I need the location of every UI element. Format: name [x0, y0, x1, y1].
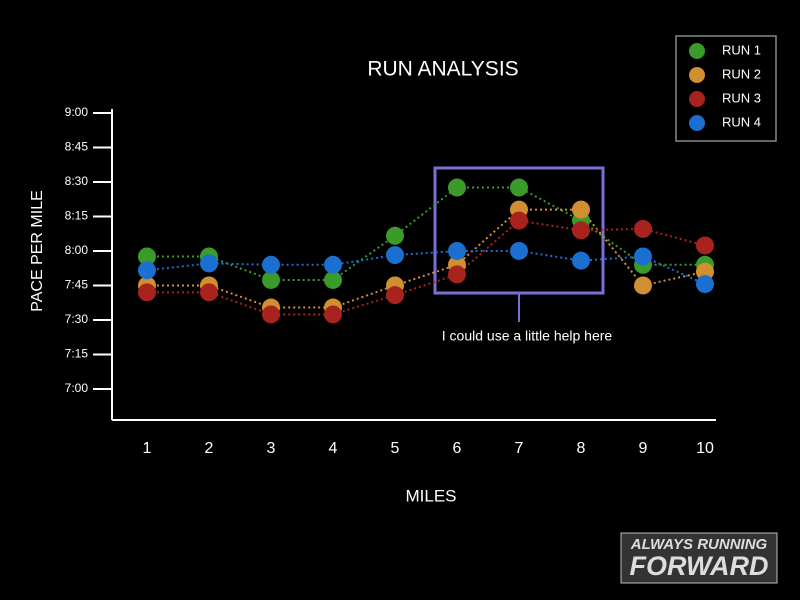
legend-label: RUN 2	[722, 66, 761, 81]
y-tick-label: 8:45	[65, 140, 89, 154]
data-point	[572, 200, 590, 219]
logo-line: ALWAYS RUNNING	[630, 536, 768, 553]
data-point	[262, 255, 280, 274]
data-point	[138, 261, 156, 280]
x-tick-label: 9	[639, 440, 648, 457]
data-point	[200, 254, 218, 273]
y-tick-label: 8:15	[65, 209, 89, 223]
data-point	[634, 247, 652, 266]
legend-marker	[689, 115, 705, 131]
data-point	[510, 241, 528, 260]
x-tick-label: 3	[267, 440, 276, 457]
data-point	[386, 286, 404, 305]
x-tick-label: 1	[143, 440, 152, 457]
data-point	[324, 305, 342, 324]
x-tick-label: 6	[453, 440, 462, 457]
y-tick-label: 7:45	[65, 278, 89, 292]
x-tick-label: 8	[577, 440, 586, 457]
x-tick-label: 5	[391, 440, 400, 457]
legend-marker	[689, 43, 705, 59]
data-point	[324, 270, 342, 289]
logo: ALWAYS RUNNING FORWARD	[620, 532, 778, 584]
y-tick-label: 8:30	[65, 174, 89, 188]
series-line	[147, 219, 706, 316]
x-tick-label: 7	[515, 440, 524, 457]
x-axis-label: MILES	[405, 486, 456, 505]
y-tick-label: 8:00	[65, 243, 89, 257]
data-point	[138, 247, 156, 266]
data-point	[448, 178, 466, 197]
series-line	[147, 186, 705, 281]
data-point	[510, 211, 528, 230]
data-point	[634, 219, 652, 238]
data-point	[448, 241, 466, 260]
annotation: I could use a little help here	[442, 328, 613, 344]
data-point	[510, 178, 528, 197]
y-tick-label: 7:30	[65, 312, 89, 326]
data-point	[448, 265, 466, 284]
data-point	[634, 276, 652, 295]
data-point	[572, 251, 590, 270]
x-tick-label: 2	[205, 440, 214, 457]
data-point	[696, 236, 714, 255]
data-point	[386, 246, 404, 265]
data-point	[138, 283, 156, 302]
data-point	[262, 270, 280, 289]
data-point	[696, 275, 714, 294]
legend-marker	[689, 91, 705, 107]
chart-title: RUN ANALYSIS	[367, 58, 518, 81]
y-tick-label: 7:15	[65, 347, 89, 361]
legend-marker	[689, 67, 705, 83]
legend-label: RUN 1	[722, 42, 761, 57]
x-tick-label: 4	[329, 440, 338, 457]
y-axis-label: PACE PER MILE	[29, 190, 46, 312]
legend-label: RUN 3	[722, 90, 761, 105]
series-line	[146, 249, 706, 286]
data-point	[324, 255, 342, 274]
legend-label: RUN 4	[722, 114, 761, 129]
data-point	[386, 226, 404, 245]
logo-line: FORWARD	[630, 551, 769, 581]
logo-box	[620, 532, 778, 584]
x-tick-label: 10	[696, 440, 714, 457]
data-point	[572, 221, 590, 240]
y-tick-label: 7:00	[65, 381, 89, 395]
data-point	[262, 305, 280, 324]
data-point	[696, 262, 714, 281]
data-point	[200, 283, 218, 302]
y-tick-label: 9:00	[65, 105, 89, 119]
